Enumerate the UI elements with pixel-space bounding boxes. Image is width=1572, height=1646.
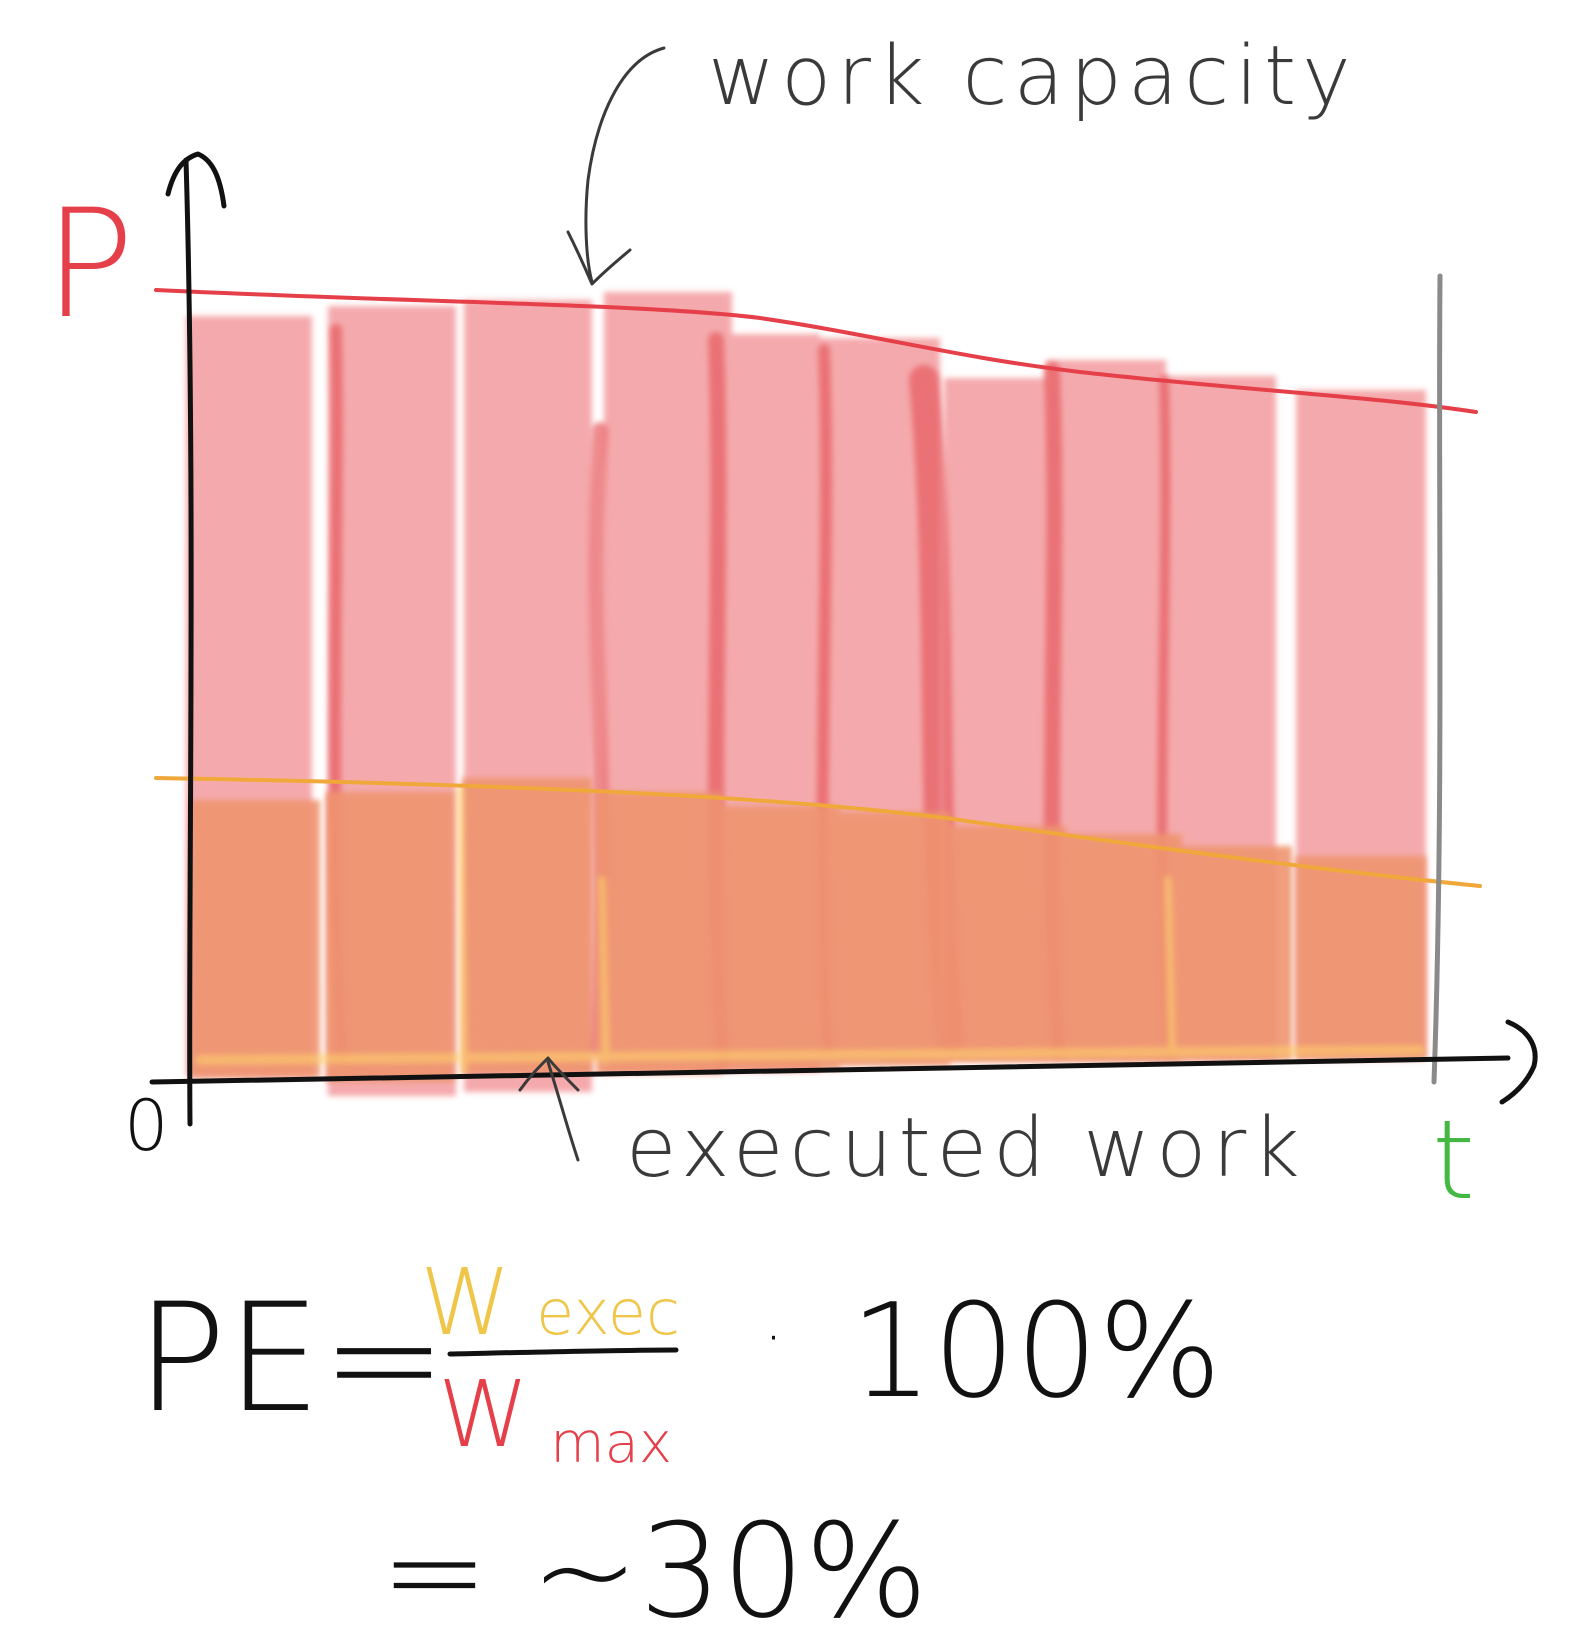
denominator-subscript: max xyxy=(550,1411,672,1476)
executed-column xyxy=(1060,834,1182,1062)
executed-column xyxy=(596,792,722,1074)
executed-column xyxy=(1296,856,1426,1058)
formula-numerator: W exec xyxy=(420,1249,680,1356)
y-axis-label: P xyxy=(44,178,134,352)
numerator-subscript: exec xyxy=(536,1276,680,1349)
executed-column xyxy=(944,826,1066,1062)
x-axis-label: t xyxy=(1432,1096,1475,1224)
executed-annotation: executed work xyxy=(626,1101,1306,1196)
capacity-annotation: work capacity xyxy=(708,29,1357,124)
executed-pointer xyxy=(546,1060,580,1162)
executed-column xyxy=(720,806,840,1070)
executed-fill xyxy=(190,778,1426,1082)
executed-column xyxy=(462,778,592,1074)
executed-column xyxy=(190,800,320,1078)
x-axis xyxy=(149,1019,1538,1105)
x-axis-arrowhead xyxy=(1499,1019,1538,1105)
origin-label: 0 xyxy=(124,1085,169,1167)
capacity-line xyxy=(154,288,1478,414)
executed-highlights xyxy=(195,786,1425,1074)
y-axis-arrowhead xyxy=(165,151,227,209)
executed-line xyxy=(154,776,1482,888)
fraction-bar xyxy=(447,1347,679,1357)
capacity-pointer-head xyxy=(566,230,632,286)
denominator-symbol: W xyxy=(438,1361,529,1468)
formula-denominator: W max xyxy=(438,1361,672,1476)
annotation-arrows xyxy=(518,46,666,1162)
capacity-pointer xyxy=(584,46,666,284)
pe-formula: PE= W exec W max · 100% = ~30% xyxy=(136,1249,1222,1646)
executed-column xyxy=(1176,846,1292,1060)
formula-percent: 100% xyxy=(850,1275,1222,1427)
numerator-symbol: W xyxy=(420,1249,511,1356)
formula-lhs: PE= xyxy=(136,1272,447,1446)
executed-column xyxy=(326,792,454,1082)
y-axis xyxy=(165,151,227,1127)
end-marker xyxy=(1431,273,1443,1085)
executed-pointer-head xyxy=(518,1056,580,1092)
formula-multiplier: · xyxy=(764,1303,783,1373)
executed-column xyxy=(836,812,950,1066)
formula-result: = ~30% xyxy=(380,1495,928,1646)
